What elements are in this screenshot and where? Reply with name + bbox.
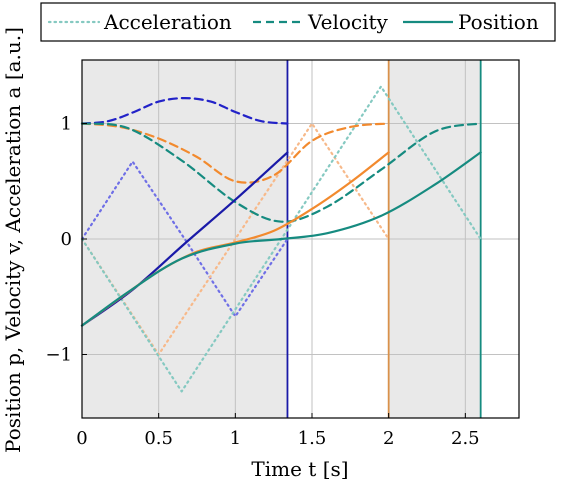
legend-velocity-label: Velocity xyxy=(307,10,389,34)
legend-position-label: Position xyxy=(458,10,539,34)
y-axis-ticks: −1 0 1 xyxy=(45,114,87,365)
y-tick-label-2: 1 xyxy=(61,114,72,135)
series-lines xyxy=(80,85,482,393)
blue-acceleration-line xyxy=(80,160,289,318)
x-tick-label-2: 1 xyxy=(230,428,241,449)
x-tick-label-0: 0 xyxy=(76,428,87,449)
teal-position-line xyxy=(80,151,482,327)
x-axis-ticks: 0 0.5 1 1.5 2 2.5 xyxy=(76,413,480,449)
x-axis-label: Time t [s] xyxy=(251,457,348,481)
orange-acceleration-line xyxy=(80,122,390,356)
x-tick-label-1: 0.5 xyxy=(144,428,173,449)
blue-velocity-line xyxy=(80,97,289,125)
y-axis-label: Position p, Velocity v, Acceleration a [… xyxy=(1,27,25,453)
teal-velocity-line xyxy=(80,122,482,223)
y-tick-label-0: −1 xyxy=(45,344,72,365)
orange-velocity-line xyxy=(80,122,390,184)
x-tick-label-4: 2 xyxy=(383,428,394,449)
legend-acceleration-label: Acceleration xyxy=(103,10,232,34)
x-tick-label-3: 1.5 xyxy=(298,428,327,449)
x-tick-label-5: 2.5 xyxy=(451,428,480,449)
y-tick-label-1: 0 xyxy=(61,229,72,250)
legend: Acceleration Velocity Position xyxy=(40,2,556,42)
